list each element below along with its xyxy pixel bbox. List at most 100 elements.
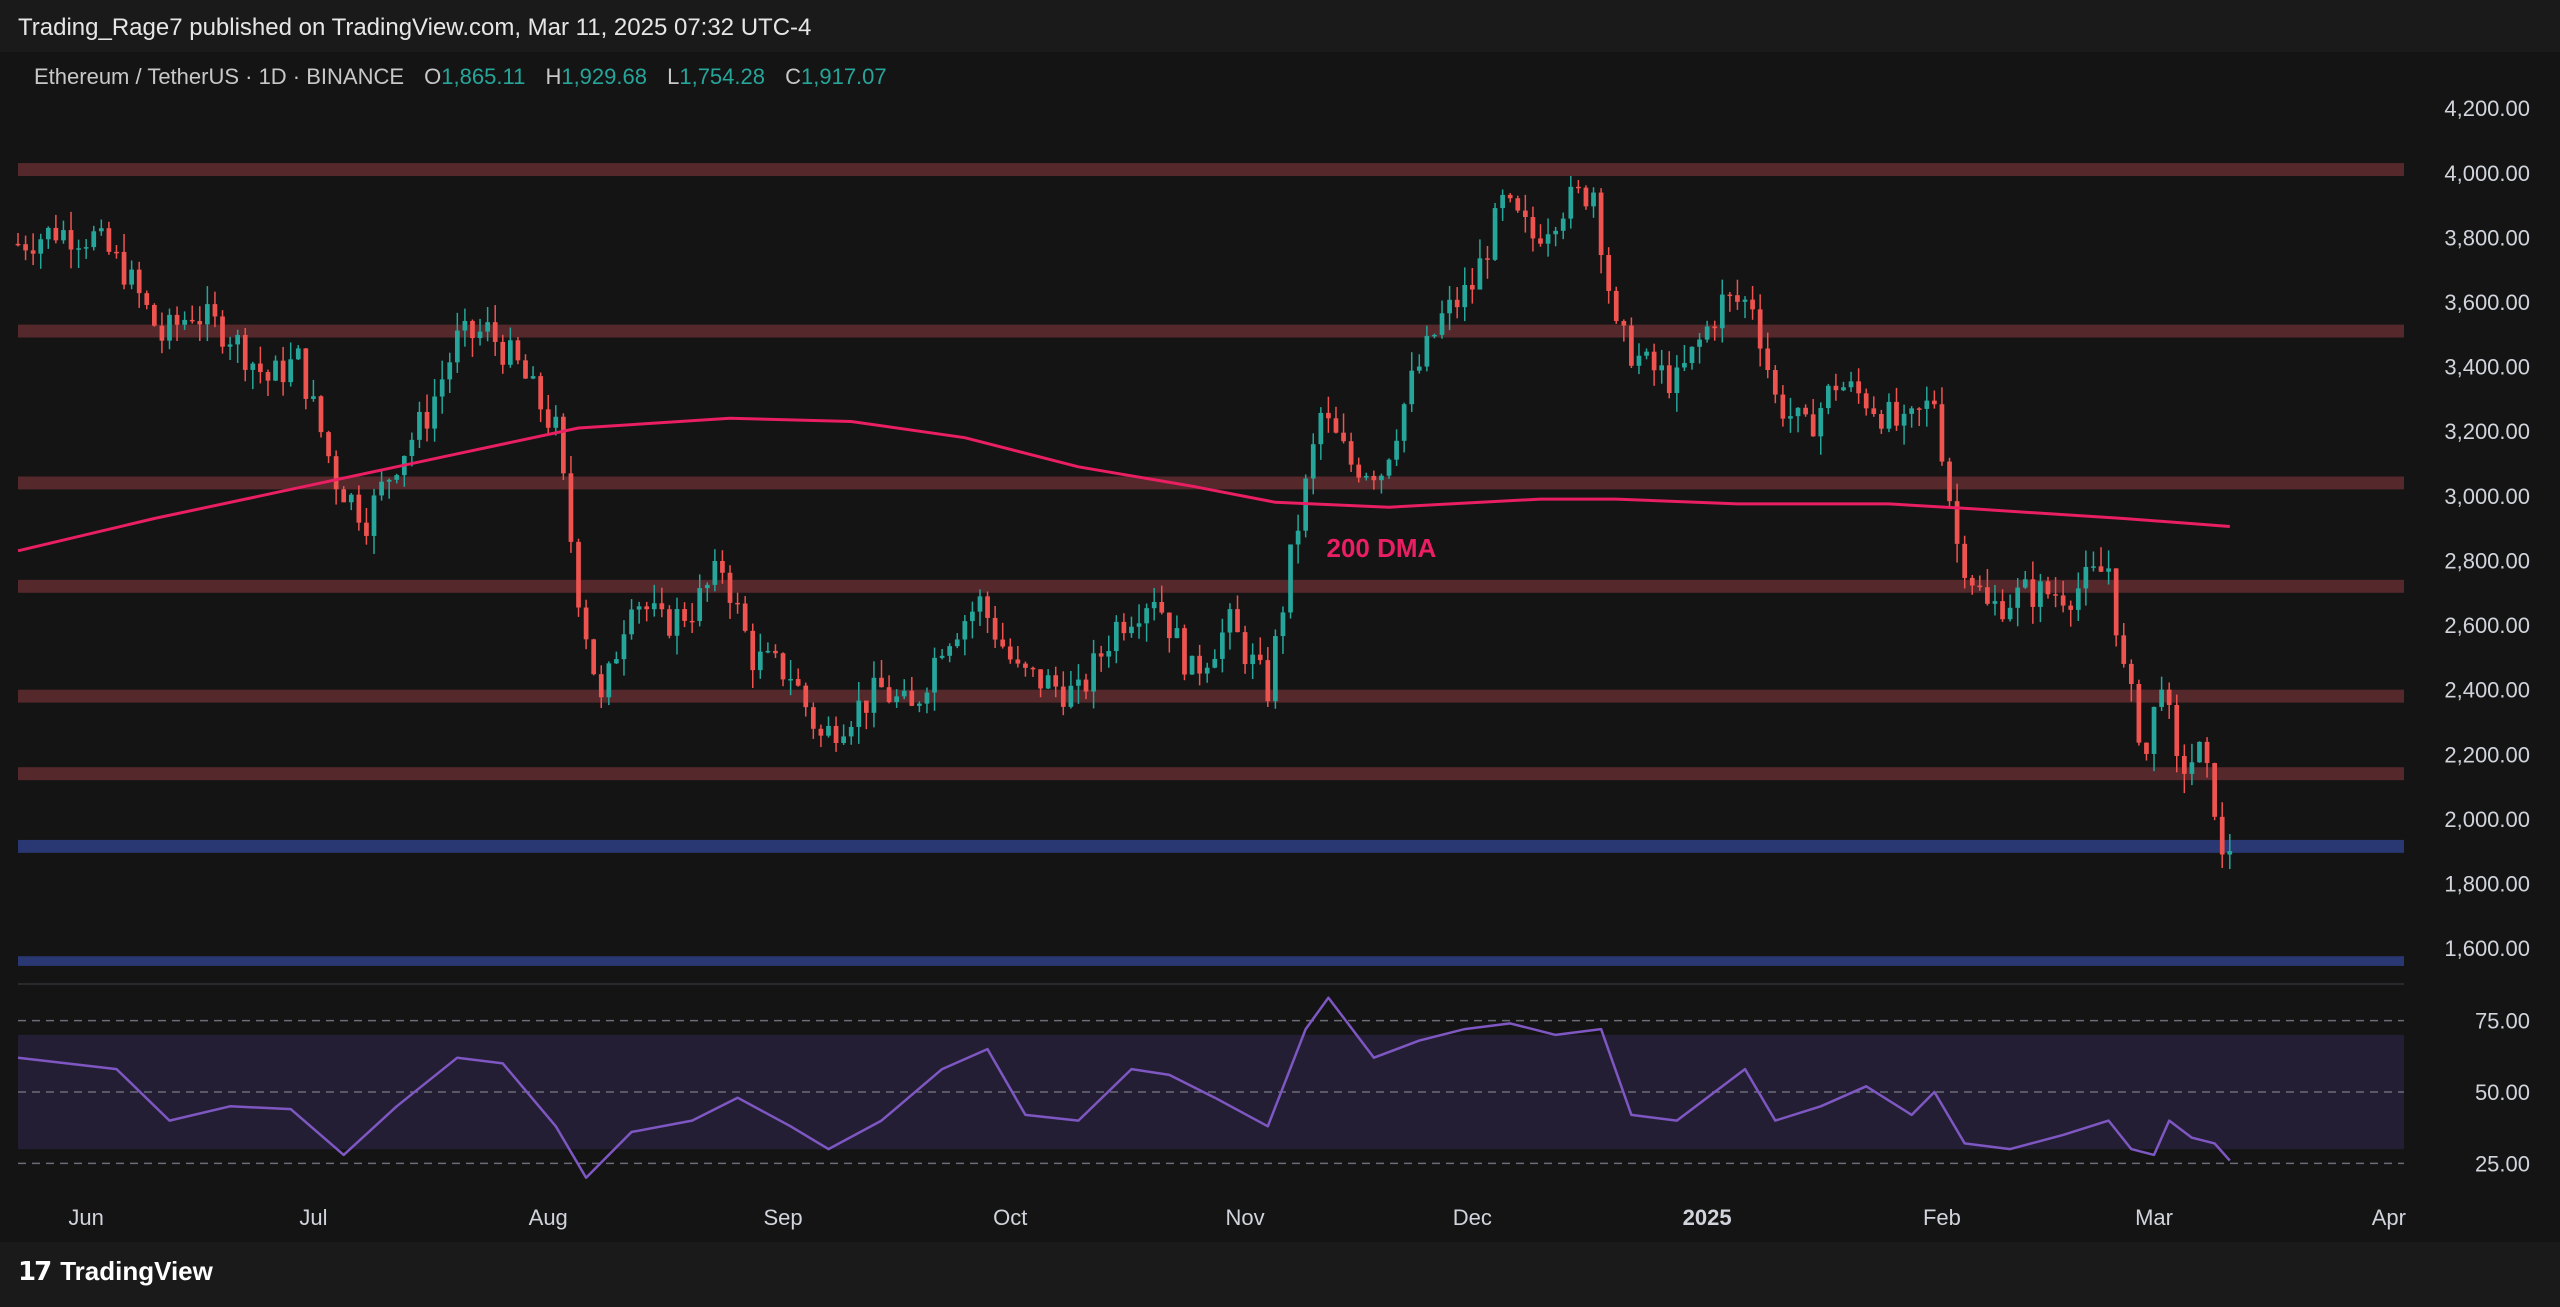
candle-body	[833, 725, 839, 743]
candle-body	[1257, 654, 1263, 661]
candle-body	[2106, 568, 2111, 572]
candle-body	[265, 372, 271, 381]
candle-body	[1386, 459, 1392, 476]
candle-body	[500, 341, 506, 365]
candle-body	[1515, 198, 1521, 211]
resistance-zone-1	[18, 324, 2404, 338]
chart-frame[interactable]: 200 DMA 4,200.00 4,000.00 3,800.00 3,600.00 3…	[0, 52, 2560, 1242]
candle-body	[1485, 258, 1490, 260]
candle-body	[1053, 675, 1059, 687]
candle-body	[1439, 313, 1445, 335]
candle-body	[409, 439, 415, 456]
candle-body	[258, 363, 263, 373]
candle-body	[15, 243, 21, 246]
candle-body	[485, 322, 490, 332]
candle-body	[1522, 210, 1528, 218]
candle-body	[1629, 325, 1634, 366]
candle-body	[2166, 689, 2172, 705]
candle-body	[1666, 365, 1672, 394]
candle-body	[621, 634, 627, 660]
candle-body	[2075, 588, 2081, 610]
candle-body	[121, 251, 127, 285]
candle-body	[750, 630, 756, 671]
candle-body	[2227, 851, 2233, 855]
price-tick-label: 4,000.00	[2444, 161, 2530, 186]
tradingview-brand: TradingView	[60, 1256, 213, 1286]
candle-body	[1682, 363, 1687, 368]
candle-body	[1189, 655, 1195, 675]
candle-body	[1091, 653, 1096, 692]
candle-body	[250, 363, 256, 370]
candle-body	[1992, 601, 1998, 604]
candle-body	[1151, 602, 1157, 609]
candle-body	[454, 330, 460, 363]
candle-body	[1803, 407, 1808, 415]
rsi-tick-label: 50.00	[2475, 1080, 2530, 1105]
candle-body	[1030, 667, 1036, 670]
candle-body	[1409, 370, 1415, 405]
candle-body	[674, 609, 680, 636]
candle-body	[197, 321, 203, 325]
candle-body	[667, 609, 672, 636]
candle-body	[901, 690, 907, 697]
candle-body	[1235, 609, 1240, 633]
candle-body	[1576, 186, 1581, 189]
candle-body	[1083, 679, 1089, 692]
candle-body	[1394, 440, 1399, 460]
candle-body	[1280, 612, 1286, 637]
candle-body	[76, 248, 81, 250]
candle-body	[765, 650, 771, 653]
date-tick-label: Dec	[1453, 1205, 1492, 1230]
candle-body	[2204, 741, 2210, 764]
candle-body	[311, 396, 316, 399]
candle-body	[1735, 295, 1740, 302]
low-value: 1,754.28	[679, 64, 765, 89]
candle-body	[1507, 194, 1513, 199]
tradingview-logo[interactable]: 17 TradingView	[18, 1256, 213, 1287]
candle-body	[606, 663, 612, 698]
resistance-zone-2	[18, 476, 2404, 490]
candle-body	[1833, 385, 1839, 391]
candle-body	[288, 359, 294, 383]
candle-body	[439, 379, 445, 397]
candle-body	[1538, 238, 1543, 244]
candle-body	[114, 251, 119, 254]
candle-body	[1265, 660, 1271, 702]
candle-body	[1129, 626, 1134, 634]
candle-body	[644, 606, 650, 610]
candle-body	[1045, 675, 1051, 689]
price-chart[interactable]: 200 DMA 4,200.00 4,000.00 3,800.00 3,600.00 3…	[0, 52, 2560, 1242]
candle-body	[614, 659, 619, 664]
candle-body	[91, 231, 97, 248]
candle-body	[1182, 628, 1187, 675]
candle-body	[682, 609, 687, 621]
candle-body	[576, 541, 581, 608]
candle-body	[1341, 432, 1346, 442]
date-tick-label: Jun	[68, 1205, 103, 1230]
rsi-tick-label: 75.00	[2475, 1009, 2530, 1034]
candle-body	[727, 572, 733, 603]
candle-body	[826, 725, 831, 736]
candle-body	[38, 239, 44, 254]
price-tick-label: 2,000.00	[2444, 807, 2530, 832]
candle-body	[386, 479, 392, 482]
candle-body	[2181, 755, 2187, 774]
candle-body	[1606, 255, 1612, 291]
candle-body	[1333, 418, 1339, 433]
candle-body	[1848, 381, 1854, 388]
candle-body	[932, 657, 937, 693]
candle-body	[591, 639, 597, 675]
price-tick-label: 1,800.00	[2444, 872, 2530, 897]
candle-body	[1644, 351, 1649, 356]
candle-body	[227, 344, 233, 347]
candle-body	[151, 304, 157, 326]
candle-body	[424, 411, 430, 429]
candle-body	[1492, 208, 1498, 260]
candle-body	[583, 607, 589, 640]
price-tick-label: 2,800.00	[2444, 548, 2530, 573]
candle-body	[2159, 689, 2164, 707]
resistance-zone-0	[18, 163, 2404, 176]
candle-body	[1947, 461, 1952, 502]
candle-body	[538, 376, 543, 410]
candle-body	[773, 650, 778, 654]
